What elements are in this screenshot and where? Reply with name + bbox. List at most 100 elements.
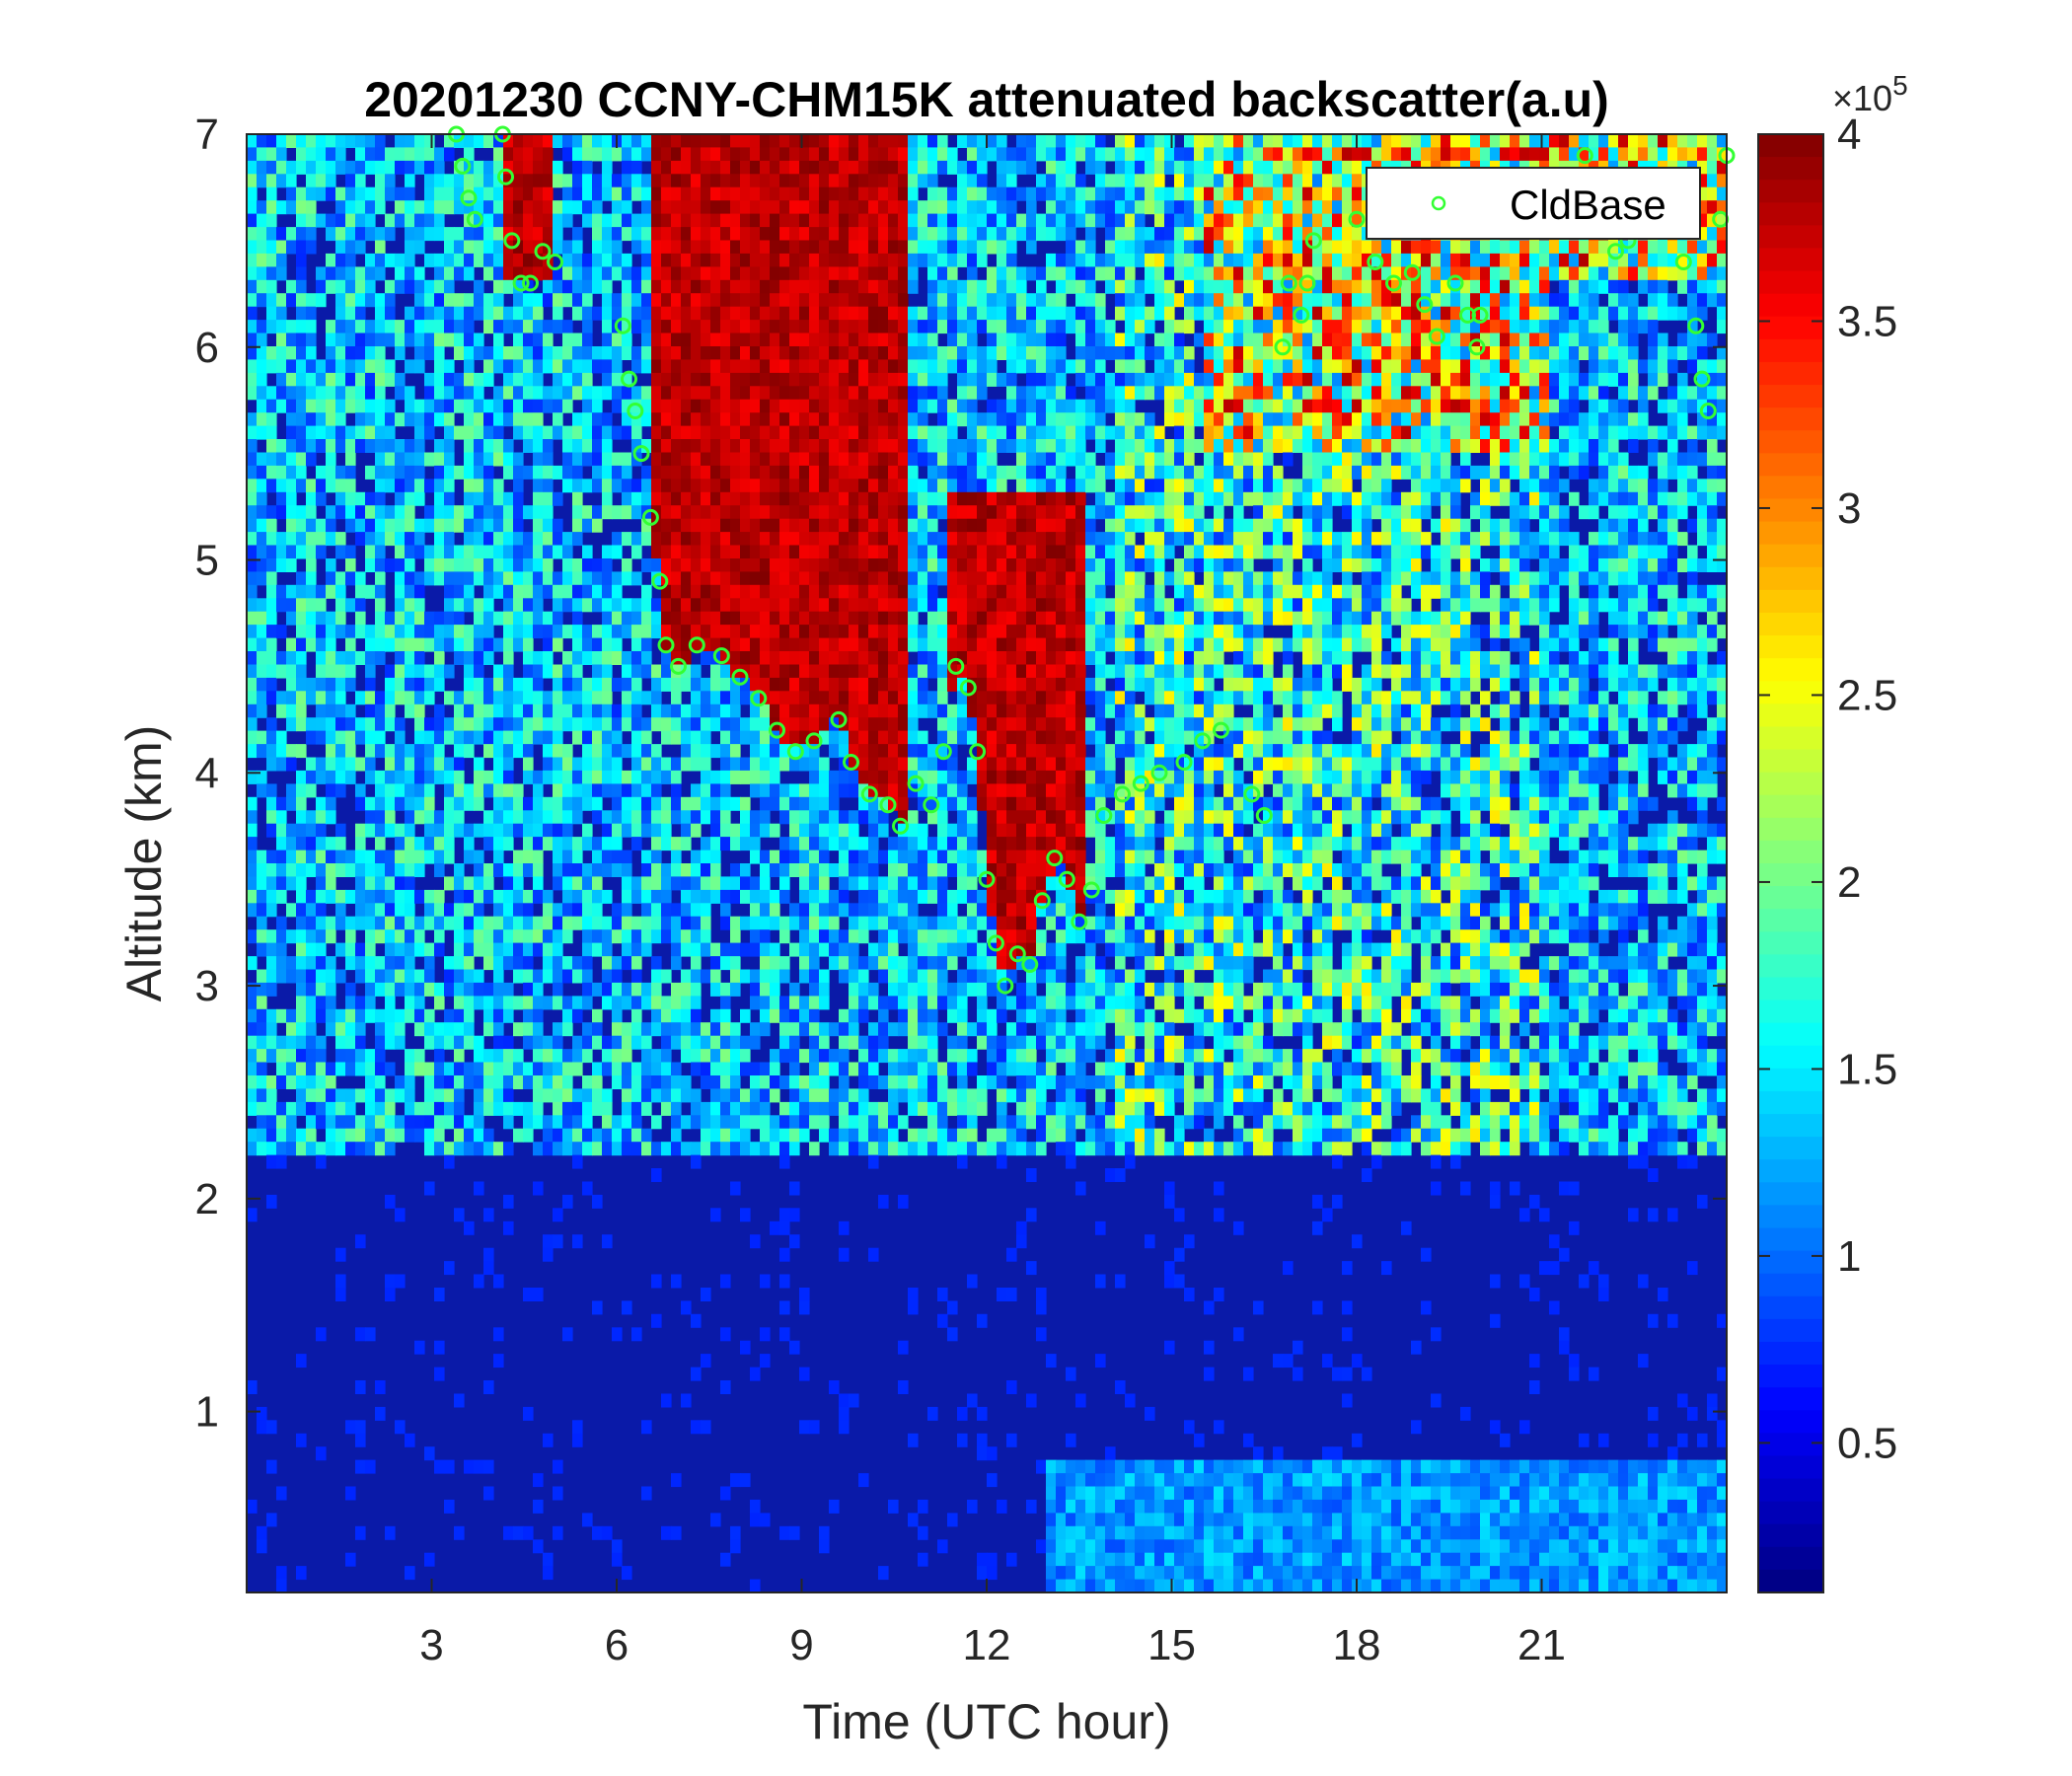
cldbase-point	[614, 317, 631, 334]
cldbase-point	[1298, 274, 1316, 292]
cldbase-point	[534, 243, 552, 260]
cldbase-point	[522, 274, 539, 292]
cldbase-point	[688, 636, 705, 654]
cldbase-point	[947, 657, 965, 675]
cldbase-point	[632, 445, 650, 463]
chart-title: 20201230 CCNY-CHM15K attenuated backscat…	[364, 72, 1609, 127]
colorbar-band	[1758, 1569, 1823, 1593]
x-tick-label: 6	[605, 1621, 629, 1669]
cldbase-point	[923, 796, 940, 814]
colorbar-band	[1758, 1022, 1823, 1047]
colorbar-band	[1758, 977, 1823, 1001]
y-tick-label: 2	[195, 1175, 219, 1223]
colorbar-band	[1758, 566, 1823, 591]
legend-marker-circle-icon	[1431, 195, 1446, 211]
colorbar-tick-label: 3	[1837, 484, 1861, 533]
colorbar-band	[1758, 293, 1823, 318]
cldbase-point	[1416, 296, 1434, 314]
cldbase-point	[1293, 306, 1310, 324]
y-tick-label: 5	[195, 537, 219, 585]
cldbase-point	[1008, 945, 1026, 963]
colorbar-band	[1758, 202, 1823, 227]
cldbase-point	[1243, 785, 1261, 803]
cldbase-point	[1687, 317, 1705, 334]
cldbase-point	[1607, 243, 1624, 260]
colorbar-band	[1758, 726, 1823, 751]
cldbase-point	[460, 189, 478, 207]
colorbar-band	[1758, 1250, 1823, 1275]
cldbase-point	[497, 168, 514, 185]
cldbase-point	[1428, 328, 1445, 345]
colorbar-band	[1758, 1273, 1823, 1297]
colorbar-band	[1758, 1410, 1823, 1435]
cldbase-point	[651, 572, 669, 590]
colorbar-band	[1758, 1478, 1823, 1503]
cldbase-point	[805, 732, 823, 750]
colorbar-band	[1758, 658, 1823, 683]
cldbase-point	[907, 775, 925, 792]
colorbar-band	[1758, 316, 1823, 340]
cldbase-point	[978, 870, 996, 888]
colorbar-band	[1758, 589, 1823, 614]
colorbar-band	[1758, 1387, 1823, 1412]
cldbase-point	[1367, 254, 1384, 270]
x-tick-label: 3	[419, 1621, 443, 1669]
colorbar-band	[1758, 612, 1823, 636]
colorbar-band	[1758, 544, 1823, 568]
colorbar-band	[1758, 521, 1823, 546]
colorbar-band	[1758, 361, 1823, 386]
y-axis-label: Altitude (km)	[116, 725, 172, 1002]
legend-box	[1366, 167, 1701, 240]
colorbar-frame	[1757, 133, 1824, 1593]
colorbar-band	[1758, 270, 1823, 295]
cldbase-point	[1046, 850, 1064, 867]
cldbase-series	[448, 125, 1736, 995]
cldbase-point	[1175, 754, 1193, 771]
colorbar-tick-label: 2	[1837, 858, 1861, 907]
cldbase-point	[1693, 370, 1711, 388]
cldbase-point	[1468, 338, 1486, 356]
cldbase-point	[1446, 274, 1464, 292]
colorbar-band	[1758, 1546, 1823, 1571]
colorbar-band	[1758, 1523, 1823, 1548]
colorbar-band	[1758, 385, 1823, 408]
colorbar-band	[1758, 749, 1823, 774]
colorbar-band	[1758, 1433, 1823, 1457]
colorbar-band	[1758, 909, 1823, 933]
cldbase-point	[786, 743, 804, 761]
cldbase-point	[1385, 274, 1402, 292]
colorbar-band	[1758, 840, 1823, 864]
colorbar-band	[1758, 1501, 1823, 1525]
cldbase-point	[1674, 254, 1692, 270]
colorbar-tick-label: 1.5	[1837, 1045, 1897, 1093]
colorbar-band	[1758, 1365, 1823, 1388]
y-tick-label: 3	[195, 962, 219, 1010]
legend-entry-cldbase: CldBase	[1510, 182, 1666, 228]
cldbase-point	[454, 157, 472, 175]
colorbar-tick-label: 0.5	[1837, 1419, 1897, 1467]
colorbar-band	[1758, 1114, 1823, 1138]
cldbase-point	[1071, 913, 1088, 930]
x-tick-label: 9	[789, 1621, 813, 1669]
colorbar-band	[1758, 430, 1823, 455]
colorbar-band	[1758, 999, 1823, 1024]
cldbase-point	[959, 679, 977, 697]
cldbase-point	[750, 690, 768, 707]
colorbar-band	[1758, 1341, 1823, 1366]
cldbase-point	[731, 668, 749, 686]
y-tick-label: 4	[195, 749, 219, 797]
cldbase-point	[987, 934, 1004, 952]
x-tick-label: 15	[1147, 1621, 1196, 1669]
colorbar-band	[1758, 1455, 1823, 1480]
y-axis: 1 2 3 4 5 6 7	[195, 111, 1727, 1437]
cldbase-point	[1132, 775, 1149, 792]
x-tick-label: 18	[1333, 1621, 1381, 1669]
colorbar-tick-label: 4	[1837, 111, 1861, 159]
colorbar-band	[1758, 1045, 1823, 1070]
cldbase-point	[1082, 881, 1100, 899]
cldbase-point	[503, 232, 521, 250]
cldbase-point	[670, 657, 687, 675]
colorbar-band	[1758, 1159, 1823, 1184]
cldbase-point	[879, 796, 897, 814]
